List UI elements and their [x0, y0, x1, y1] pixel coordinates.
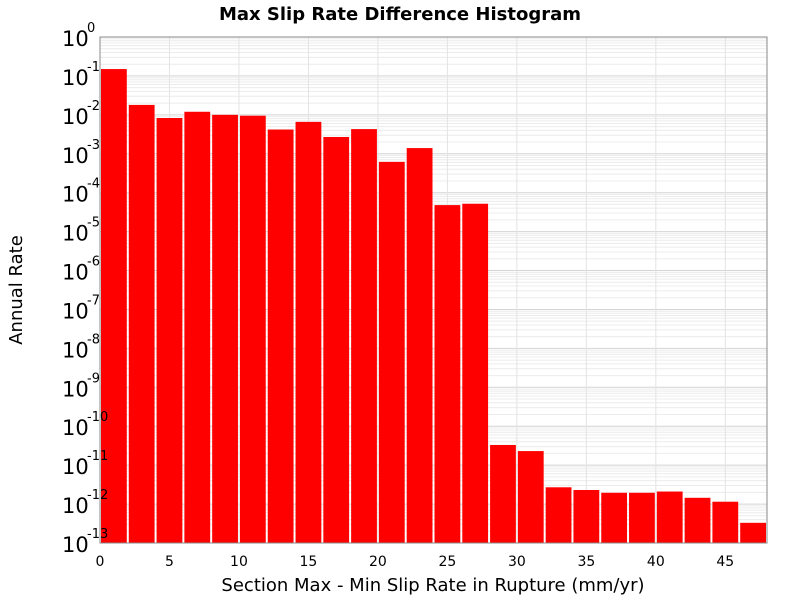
y-tick-base: 10 — [62, 377, 89, 401]
x-axis-ticks: 0 5 10 15 20 25 30 35 40 45 — [96, 554, 735, 570]
y-tick-exponent: -12 — [87, 488, 108, 503]
x-axis-label: Section Max - Min Slip Rate in Rupture (… — [221, 575, 644, 596]
y-tick-exponent: -3 — [87, 138, 100, 153]
histogram-bar — [267, 129, 294, 544]
y-tick-exponent: -10 — [87, 410, 108, 425]
x-tick-label: 40 — [647, 554, 665, 570]
y-tick-exponent: -13 — [87, 527, 108, 542]
histogram-bar — [128, 104, 155, 544]
y-tick-exponent: -6 — [87, 255, 100, 270]
y-tick-base: 10 — [62, 105, 89, 129]
x-tick-label: 10 — [230, 554, 248, 570]
plot-border — [99, 36, 768, 544]
y-tick-exponent: -8 — [87, 332, 100, 347]
x-tick-label: 5 — [165, 554, 174, 570]
histogram-bar — [212, 114, 238, 543]
histogram-bar — [184, 111, 211, 544]
y-tick-base: 10 — [62, 27, 89, 51]
y-tick-base: 10 — [62, 338, 89, 362]
histogram-bar — [323, 136, 350, 543]
histogram-bar — [101, 69, 127, 543]
y-tick-exponent: -1 — [87, 60, 100, 75]
histogram-bar — [462, 203, 489, 543]
y-tick-exponent: -2 — [87, 99, 100, 114]
y-tick-exponent: -4 — [87, 177, 100, 192]
histogram-bar — [295, 121, 322, 543]
x-tick-label: 30 — [508, 554, 526, 570]
y-tick-base: 10 — [62, 66, 89, 90]
histogram-bar — [740, 522, 766, 543]
y-tick-exponent: -9 — [87, 371, 100, 386]
histogram-bar — [656, 491, 683, 543]
histogram-bar — [156, 117, 183, 543]
chart-title: Max Slip Rate Difference Histogram — [219, 4, 581, 25]
histogram-bar — [490, 444, 516, 543]
histogram-bar — [406, 148, 433, 543]
histogram-bar — [517, 451, 544, 543]
bars-group — [101, 69, 766, 544]
x-tick-label: 25 — [438, 554, 456, 570]
y-tick-base: 10 — [62, 261, 89, 285]
histogram-bar — [684, 497, 711, 543]
y-tick-base: 10 — [62, 222, 89, 246]
histogram-bar — [239, 115, 266, 543]
y-tick-base: 10 — [62, 494, 89, 518]
y-tick-exponent: -7 — [87, 293, 100, 308]
histogram-bar — [351, 129, 377, 544]
y-tick-exponent: 0 — [87, 21, 95, 36]
y-tick-base: 10 — [62, 299, 89, 323]
x-tick-label: 35 — [577, 554, 595, 570]
y-tick-base: 10 — [62, 416, 89, 440]
histogram-bar — [434, 205, 461, 544]
y-tick-base: 10 — [62, 144, 89, 168]
grid-lines — [99, 37, 767, 544]
x-tick-label: 20 — [369, 554, 387, 570]
histogram-bar — [629, 492, 655, 543]
y-tick-exponent: -5 — [87, 216, 100, 231]
histogram-bar — [601, 492, 628, 543]
y-axis-ticks: 10010-110-210-310-410-510-610-710-810-91… — [62, 21, 108, 557]
x-tick-label: 45 — [716, 554, 734, 570]
y-tick-base: 10 — [62, 183, 89, 207]
histogram-bar — [573, 489, 600, 543]
histogram-bar — [712, 501, 739, 543]
y-tick-base: 10 — [62, 455, 89, 479]
histogram-bar — [378, 161, 405, 544]
y-axis-label: Annual Rate — [6, 235, 27, 345]
histogram-bar — [545, 487, 572, 543]
x-tick-label: 0 — [96, 554, 105, 570]
x-tick-label: 15 — [300, 554, 318, 570]
y-tick-base: 10 — [62, 533, 89, 557]
y-tick-exponent: -11 — [87, 449, 108, 464]
